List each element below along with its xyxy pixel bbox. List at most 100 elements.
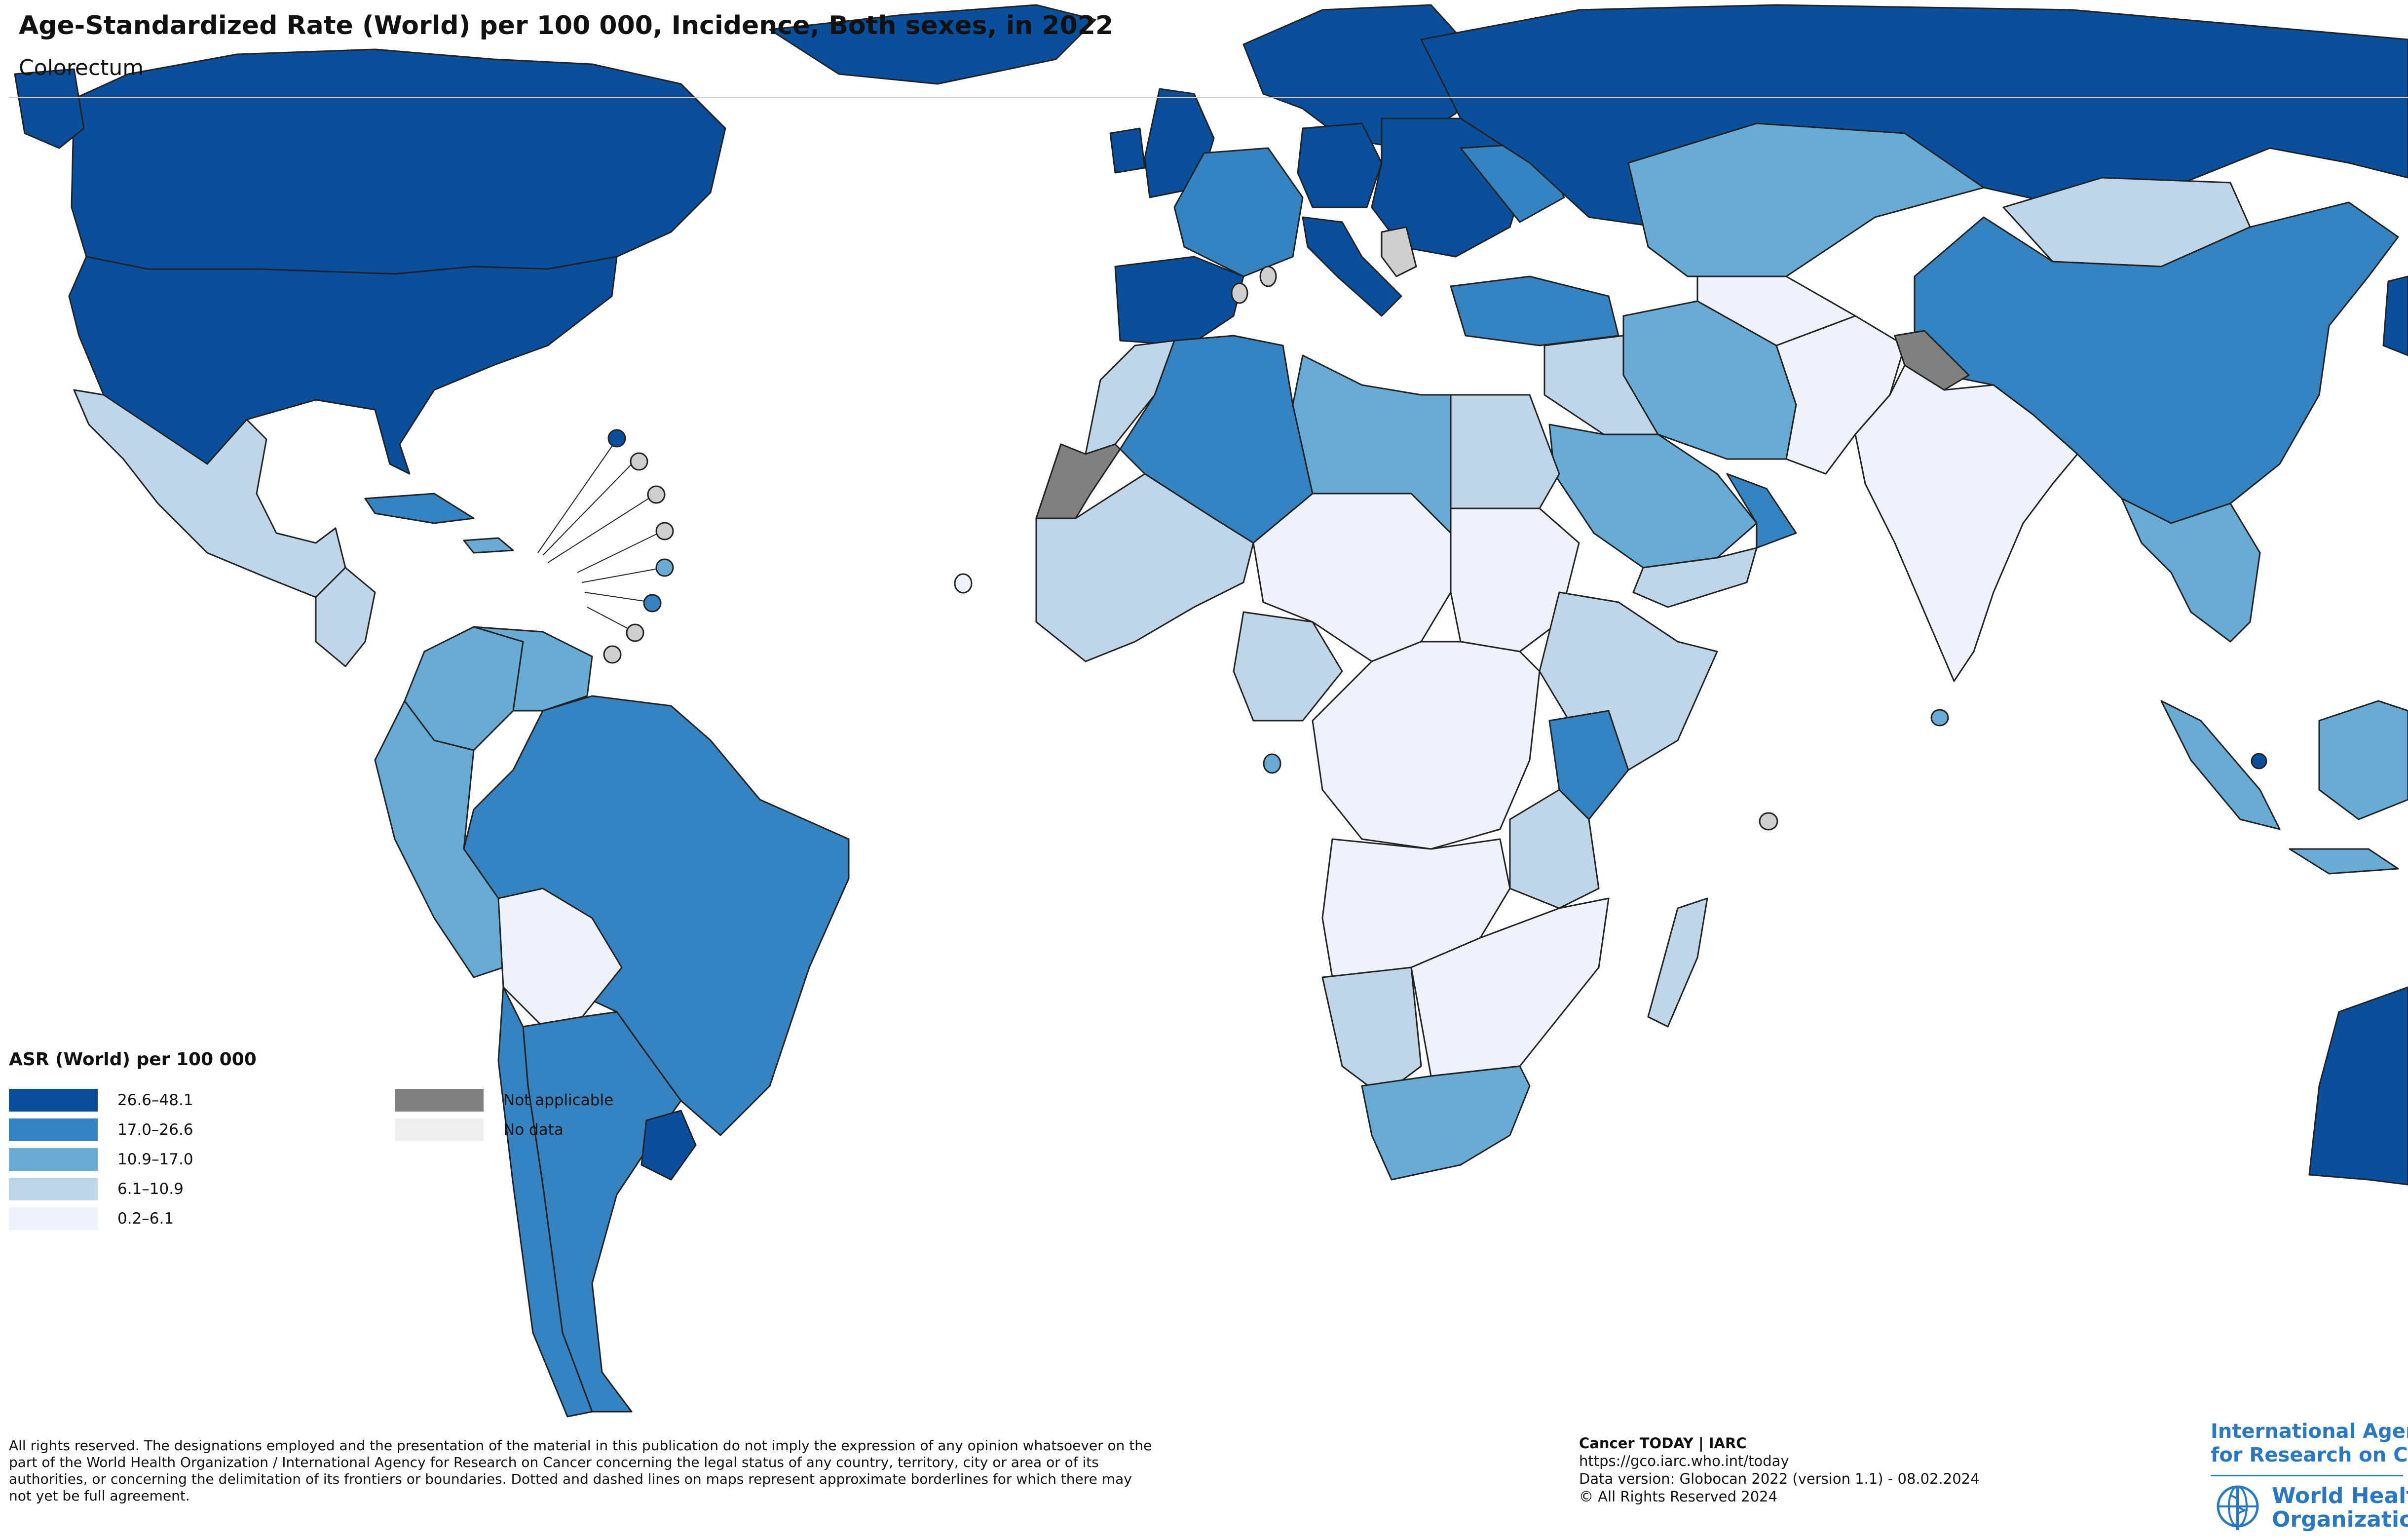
legend-item-not-applicable: Not applicable xyxy=(395,1089,613,1112)
disclaimer-text: All rights reserved. The designations em… xyxy=(9,1437,1152,1504)
who-logo-line: World Health xyxy=(2272,1483,2408,1508)
caribbean-leader-line xyxy=(584,592,652,603)
legend-label: 17.0–26.6 xyxy=(117,1121,193,1139)
country-west-africa-sahel xyxy=(1035,473,1254,662)
island-marker xyxy=(954,573,973,594)
map-title: Age-Standardized Rate (World) per 100 00… xyxy=(19,11,1114,40)
legend-label: 26.6–48.1 xyxy=(117,1091,193,1109)
country-borneo xyxy=(2318,700,2408,820)
country-japan xyxy=(2382,275,2408,356)
country-ireland xyxy=(1109,127,1146,174)
island-marker xyxy=(1259,266,1277,287)
country-java xyxy=(2289,848,2399,875)
country-uruguay xyxy=(640,1110,697,1181)
country-southeast-asia xyxy=(2121,498,2261,643)
legend-item: 6.1–10.9 xyxy=(9,1178,184,1200)
island-marker xyxy=(655,558,674,577)
legend-swatch xyxy=(9,1207,98,1230)
legend-item: 10.9–17.0 xyxy=(9,1148,193,1171)
country-italy xyxy=(1302,216,1402,317)
caribbean-leader-line xyxy=(542,459,637,556)
country-india xyxy=(1854,364,2078,682)
legend-item-no-data: No data xyxy=(395,1118,564,1141)
caribbean-leader-line xyxy=(582,567,664,583)
country-germany xyxy=(1297,122,1383,208)
caribbean-leader-line xyxy=(537,439,617,553)
country-chile xyxy=(497,986,593,1418)
caribbean-leader-line xyxy=(577,530,664,573)
country-oman xyxy=(1726,473,1797,549)
island-marker xyxy=(1263,753,1281,774)
legend-title: ASR (World) per 100 000 xyxy=(9,1049,257,1070)
country-namibia xyxy=(1321,966,1422,1097)
country-spain-portugal xyxy=(1114,256,1244,346)
logo-divider xyxy=(2211,1475,2403,1476)
country-yemen xyxy=(1632,547,1758,608)
country-turkey xyxy=(1450,275,1619,346)
country-bolivia xyxy=(497,887,623,1028)
island-marker xyxy=(643,594,662,613)
country-south-africa xyxy=(1361,1065,1531,1181)
country-serbia-no-data xyxy=(1381,226,1417,277)
caribbean-leader-line xyxy=(547,493,657,563)
legend-item: 26.6–48.1 xyxy=(9,1089,193,1112)
legend-label: Not applicable xyxy=(503,1091,614,1109)
iarc-logo: International Agency for Research on Can… xyxy=(2211,1420,2408,1467)
legend-swatch xyxy=(9,1148,98,1171)
who-emblem-icon xyxy=(2217,1485,2259,1530)
source-credits: Cancer TODAY | IARC https://gco.iarc.who… xyxy=(1579,1434,1980,1505)
source-title: Cancer TODAY | IARC xyxy=(1579,1435,1747,1452)
country-canada xyxy=(71,48,726,275)
country-kenya xyxy=(1548,710,1629,820)
legend-swatch xyxy=(9,1089,98,1112)
country-turkmenistan-uzbekistan xyxy=(1696,275,1856,346)
island-marker xyxy=(2251,753,2267,770)
island-marker xyxy=(647,485,666,504)
country-indonesia-sumatra xyxy=(2160,700,2281,830)
who-logo-line: Organization xyxy=(2272,1507,2408,1532)
island-marker xyxy=(630,452,648,471)
country-alaska xyxy=(14,68,85,149)
country-greenland xyxy=(769,4,1096,85)
country-central-america xyxy=(315,567,376,667)
island-marker xyxy=(1759,812,1778,831)
legend-item: 17.0–26.6 xyxy=(9,1118,193,1141)
legend-label: 0.2–6.1 xyxy=(117,1210,174,1228)
country-cuba xyxy=(364,493,475,524)
country-saudi-arabia xyxy=(1548,424,1758,569)
country-australia xyxy=(2308,986,2408,1186)
copyright: © All Rights Reserved 2024 xyxy=(1579,1488,1778,1505)
legend-swatch xyxy=(9,1178,98,1200)
map-subtitle: Colorectum xyxy=(19,55,144,80)
legend-label: 6.1–10.9 xyxy=(117,1180,184,1198)
country-madagascar xyxy=(1647,897,1708,1028)
who-logo-text: World Health Organization xyxy=(2272,1484,2408,1532)
source-url[interactable]: https://gco.iarc.who.int/today xyxy=(1579,1453,1789,1469)
country-sudan xyxy=(1450,507,1580,653)
legend-label: No data xyxy=(503,1121,564,1139)
country-mexico xyxy=(73,389,346,598)
country-central-africa xyxy=(1312,641,1541,850)
island-marker xyxy=(655,522,674,540)
header-divider xyxy=(9,97,2408,98)
legend-swatch xyxy=(9,1118,98,1141)
country-nigeria xyxy=(1233,611,1343,722)
country-egypt xyxy=(1450,394,1560,509)
island-marker xyxy=(1231,282,1248,304)
legend-swatch xyxy=(395,1118,484,1141)
island-marker xyxy=(607,429,626,448)
country-kazakhstan xyxy=(1627,122,1985,277)
who-logo: World Health Organization xyxy=(2211,1481,2408,1535)
island-marker xyxy=(603,645,622,664)
legend-swatch xyxy=(395,1089,484,1112)
legend-item: 0.2–6.1 xyxy=(9,1207,174,1230)
legend-label: 10.9–17.0 xyxy=(117,1151,193,1168)
caribbean-leader-line xyxy=(587,607,635,632)
iarc-logo-line: for Research on Cancer xyxy=(2211,1444,2408,1466)
iarc-logo-line: International Agency xyxy=(2211,1420,2408,1443)
island-marker xyxy=(626,623,644,642)
country-kashmir-not-applicable xyxy=(1894,330,1970,391)
island-marker xyxy=(1930,709,1949,727)
data-version: Data version: Globocan 2022 (version 1.1… xyxy=(1579,1470,1980,1487)
